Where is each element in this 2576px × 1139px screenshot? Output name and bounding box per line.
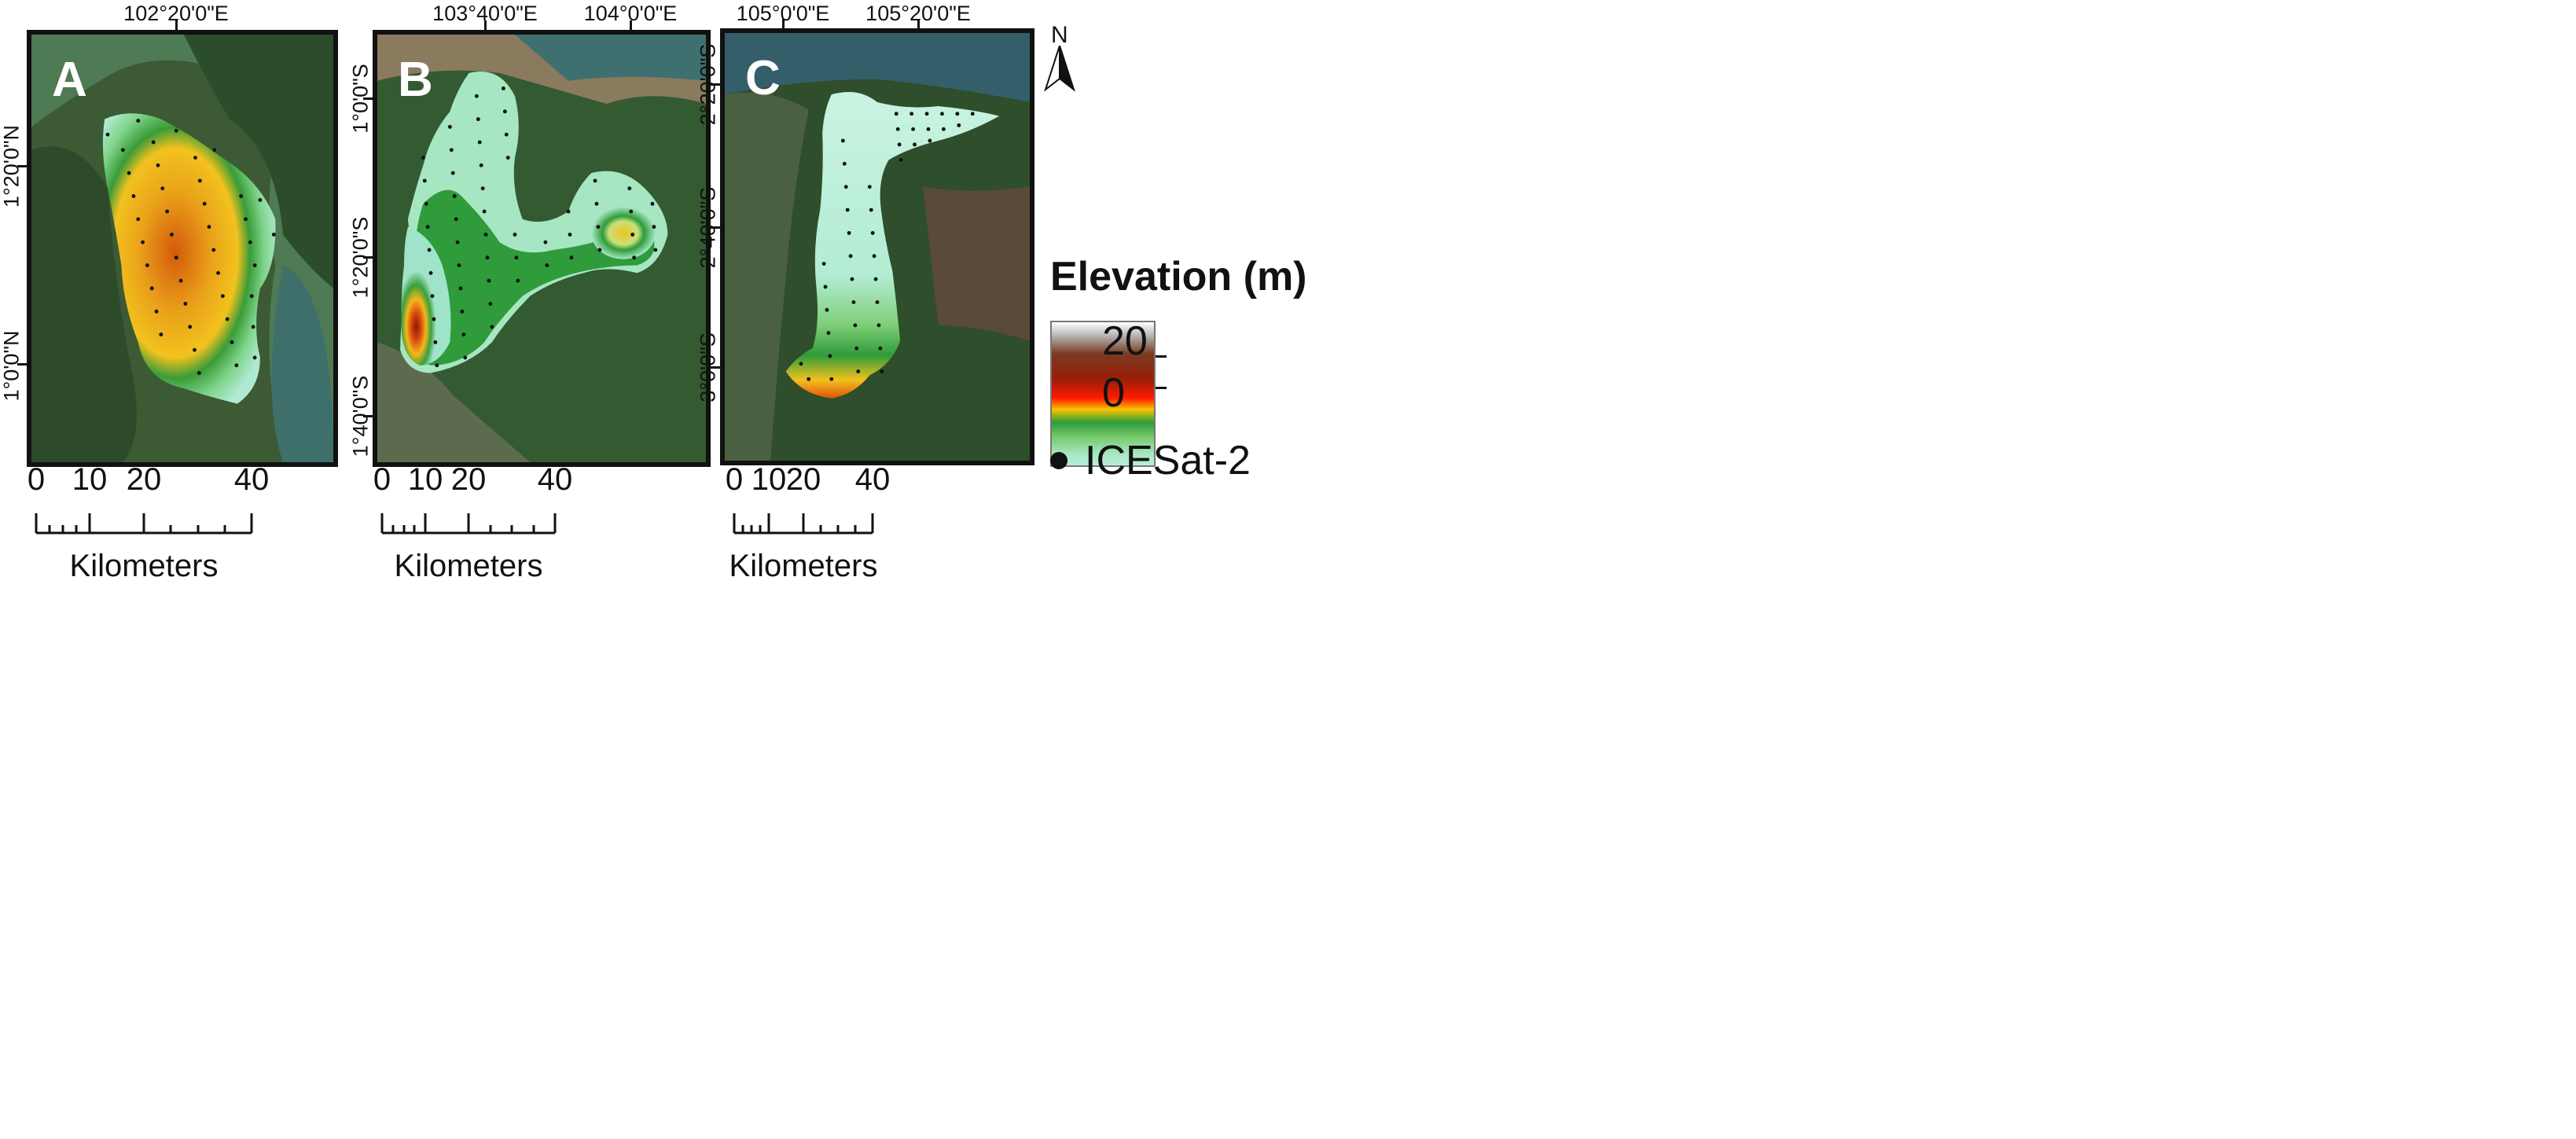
scale-a-line: [35, 513, 253, 535]
scale-a-unit: Kilometers: [69, 549, 219, 583]
scale-b-unit: Kilometers: [394, 549, 543, 583]
north-arrow-icon: [1044, 46, 1075, 92]
lon-tick-c-1: [782, 19, 785, 30]
lat-label-a-2: 1°0'0"N: [0, 330, 24, 402]
scale-b-line: [380, 513, 557, 535]
scale-c-unit: Kilometers: [729, 549, 878, 583]
panel-label-c: C: [745, 51, 781, 105]
legend-min-value: 0: [1102, 370, 1125, 416]
north-arrow: N: [1044, 22, 1075, 93]
scale-c-20: 20: [785, 462, 821, 497]
scale-c-40: 40: [854, 462, 891, 497]
scale-b-20: 20: [450, 462, 487, 497]
scale-c-0: 0: [725, 462, 744, 497]
scale-bar-b: 0 10 20 40 Kilometers: [373, 462, 618, 588]
scale-b-0: 0: [373, 462, 391, 497]
scale-a-10: 10: [72, 462, 108, 497]
panel-label-b: B: [398, 53, 433, 107]
lat-tick-c-2: [710, 226, 721, 229]
lat-tick-c-1: [710, 83, 721, 86]
lat-tick-b-2: [363, 256, 374, 259]
map-b-image: [377, 35, 706, 462]
map-c-image: [725, 33, 1030, 461]
icesat-tracks-c: [799, 112, 975, 381]
legend-title: Elevation (m): [1050, 254, 1307, 299]
north-arrow-label: N: [1051, 22, 1068, 48]
scale-a-40: 40: [233, 462, 270, 497]
icesat-tracks-b: [421, 86, 658, 368]
elevation-color-ramp: [1050, 321, 1156, 467]
map-panel-c: C: [720, 28, 1034, 465]
panel-label-a: A: [52, 53, 87, 107]
scale-c-10: 10: [751, 462, 787, 497]
scale-bar-a: 0 10 20 40 Kilometers: [28, 462, 272, 588]
legend-tick-min: [1156, 387, 1167, 389]
map-a-image: [31, 35, 333, 462]
legend-max-value: 20: [1102, 318, 1148, 364]
legend-tick-max: [1156, 355, 1167, 358]
icesat-tracks-a: [105, 119, 276, 375]
icesat-point-symbol: [1050, 452, 1068, 469]
scale-b-40: 40: [537, 462, 573, 497]
lat-tick-a-1: [17, 165, 28, 167]
lon-tick-a-1: [175, 20, 178, 31]
scale-c-line: [733, 513, 874, 535]
lat-tick-c-3: [710, 366, 721, 369]
scale-b-10: 10: [407, 462, 443, 497]
lon-tick-b-1: [484, 20, 487, 31]
scale-a-0: 0: [27, 462, 46, 497]
icesat-legend-label: ICESat-2: [1085, 438, 1251, 483]
scale-bar-c: 0 10 20 40 Kilometers: [726, 462, 970, 588]
lon-tick-c-2: [917, 19, 920, 30]
lat-tick-b-1: [363, 97, 374, 100]
lat-tick-b-3: [363, 415, 374, 417]
map-panel-a: A: [27, 30, 338, 467]
map-panel-b: B: [373, 30, 711, 467]
lat-tick-a-2: [17, 363, 28, 366]
lon-tick-b-2: [630, 20, 632, 31]
scale-a-20: 20: [126, 462, 162, 497]
